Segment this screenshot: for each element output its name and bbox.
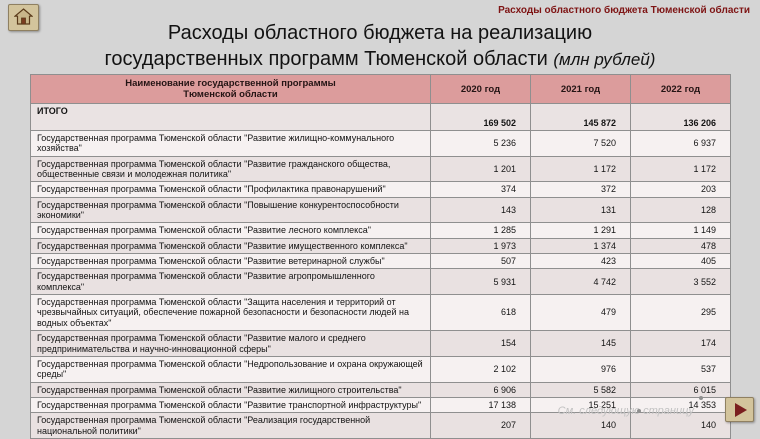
bullet-dot bbox=[637, 409, 641, 413]
value-2022: 203 bbox=[630, 181, 731, 198]
title-line1: Расходы областного бюджета на реализацию bbox=[167, 22, 593, 44]
value-2021: 145 bbox=[530, 330, 631, 357]
value-2021: 4 742 bbox=[530, 268, 631, 296]
program-name: Государственная программа Тюменской обла… bbox=[30, 381, 431, 398]
title-unit: (млн рублей) bbox=[553, 50, 656, 70]
next-page-note: См. следующую страницу bbox=[557, 405, 694, 417]
program-name: Государственная программа Тюменской обла… bbox=[30, 155, 431, 183]
value-2022: 3 552 bbox=[630, 268, 731, 296]
table-row: Государственная программа Тюменской обла… bbox=[30, 181, 731, 198]
table-row: Государственная программа Тюменской обла… bbox=[30, 222, 731, 239]
value-2021: 479 bbox=[530, 294, 631, 332]
col-header-name: Наименование государственной программы Т… bbox=[30, 74, 431, 104]
value-2020: 1 973 bbox=[430, 237, 531, 255]
value-2021: 1 291 bbox=[530, 222, 631, 239]
value-2020: 1 201 bbox=[430, 155, 531, 183]
total-row: ИТОГО 169 502 145 872 136 206 bbox=[30, 103, 731, 131]
value-2020: 154 bbox=[430, 330, 531, 357]
value-2022: 1 149 bbox=[630, 222, 731, 239]
table-row: Государственная программа Тюменской обла… bbox=[30, 355, 731, 383]
total-label: ИТОГО bbox=[30, 103, 431, 131]
program-name: Государственная программа Тюменской обла… bbox=[30, 268, 431, 296]
table-row: Государственная программа Тюменской обла… bbox=[30, 268, 731, 296]
value-2022: 295 bbox=[630, 294, 731, 332]
value-2022: 128 bbox=[630, 196, 731, 224]
value-2022: 14 353 bbox=[630, 396, 731, 414]
table-body: ИТОГО 169 502 145 872 136 206 Государств… bbox=[30, 103, 731, 439]
total-value-2022: 136 206 bbox=[630, 103, 731, 131]
total-value-2021: 145 872 bbox=[530, 103, 631, 131]
value-2021: 7 520 bbox=[530, 130, 631, 157]
title-line2: государственных программ Тюменской облас… bbox=[104, 48, 548, 71]
program-name: Государственная программа Тюменской обла… bbox=[30, 130, 431, 157]
program-name: Государственная программа Тюменской обла… bbox=[30, 330, 431, 357]
bullet-dot bbox=[699, 396, 703, 400]
value-2020: 507 bbox=[430, 253, 531, 270]
table-header-row: Наименование государственной программы Т… bbox=[30, 74, 731, 104]
value-2022: 6 937 bbox=[630, 130, 731, 157]
programs-table: Наименование государственной программы Т… bbox=[30, 74, 731, 439]
value-2022: 1 172 bbox=[630, 155, 731, 183]
value-2022: 478 bbox=[630, 237, 731, 255]
value-2021: 5 582 bbox=[530, 381, 631, 398]
program-name: Государственная программа Тюменской обла… bbox=[30, 253, 431, 270]
table-row: Государственная программа Тюменской обла… bbox=[30, 330, 731, 357]
program-name: Государственная программа Тюменской обла… bbox=[30, 181, 431, 198]
program-name: Государственная программа Тюменской обла… bbox=[30, 294, 431, 332]
value-2020: 5 931 bbox=[430, 268, 531, 296]
value-2021: 15 251 bbox=[530, 396, 631, 414]
value-2021: 1 172 bbox=[530, 155, 631, 183]
next-page-button[interactable] bbox=[725, 397, 754, 422]
value-2022: 405 bbox=[630, 253, 731, 270]
next-arrow-icon bbox=[735, 402, 747, 417]
value-2020: 1 285 bbox=[430, 222, 531, 239]
value-2020: 207 bbox=[430, 412, 531, 439]
value-2021: 1 374 bbox=[530, 237, 631, 255]
value-2021: 423 bbox=[530, 253, 631, 270]
program-name: Государственная программа Тюменской обла… bbox=[30, 222, 431, 239]
value-2022: 537 bbox=[630, 355, 731, 383]
program-name: Государственная программа Тюменской обла… bbox=[30, 355, 431, 383]
table-row: Государственная программа Тюменской обла… bbox=[30, 396, 731, 414]
program-name: Государственная программа Тюменской обла… bbox=[30, 412, 431, 439]
value-2020: 5 236 bbox=[430, 130, 531, 157]
program-name: Государственная программа Тюменской обла… bbox=[30, 196, 431, 224]
col-header-2022: 2022 год bbox=[630, 74, 731, 104]
home-icon bbox=[13, 7, 34, 28]
page-title: Расходы областного бюджета на реализацию… bbox=[0, 20, 760, 73]
home-button[interactable] bbox=[8, 4, 39, 31]
top-right-header: Расходы областного бюджета Тюменской обл… bbox=[498, 5, 750, 16]
col-header-2020: 2020 год bbox=[430, 74, 531, 104]
table-row: Государственная программа Тюменской обла… bbox=[30, 381, 731, 398]
value-2022: 174 bbox=[630, 330, 731, 357]
program-name: Государственная программа Тюменской обла… bbox=[30, 396, 431, 414]
value-2022: 6 015 bbox=[630, 381, 731, 398]
total-value-2020: 169 502 bbox=[430, 103, 531, 131]
value-2020: 6 906 bbox=[430, 381, 531, 398]
value-2020: 2 102 bbox=[430, 355, 531, 383]
value-2020: 374 bbox=[430, 181, 531, 198]
value-2020: 17 138 bbox=[430, 396, 531, 414]
table-row: Государственная программа Тюменской обла… bbox=[30, 155, 731, 183]
table-row: Государственная программа Тюменской обла… bbox=[30, 237, 731, 255]
value-2021: 372 bbox=[530, 181, 631, 198]
table-row: Государственная программа Тюменской обла… bbox=[30, 253, 731, 270]
value-2021: 976 bbox=[530, 355, 631, 383]
value-2021: 131 bbox=[530, 196, 631, 224]
value-2020: 618 bbox=[430, 294, 531, 332]
program-name: Государственная программа Тюменской обла… bbox=[30, 237, 431, 255]
table-row: Государственная программа Тюменской обла… bbox=[30, 196, 731, 224]
value-2020: 143 bbox=[430, 196, 531, 224]
table-row: Государственная программа Тюменской обла… bbox=[30, 294, 731, 332]
col-header-2021: 2021 год bbox=[530, 74, 631, 104]
table-row: Государственная программа Тюменской обла… bbox=[30, 130, 731, 157]
